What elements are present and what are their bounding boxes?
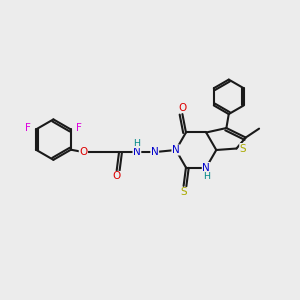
Text: O: O (178, 103, 187, 112)
Text: O: O (112, 172, 121, 182)
Text: F: F (76, 123, 82, 133)
Text: S: S (180, 188, 187, 197)
Text: N: N (172, 145, 180, 155)
Text: N: N (133, 147, 141, 157)
Text: O: O (79, 147, 88, 157)
Text: N: N (151, 147, 159, 157)
Text: S: S (240, 143, 246, 154)
Text: F: F (25, 123, 31, 133)
Text: H: H (204, 172, 211, 181)
Text: N: N (202, 163, 210, 172)
Text: H: H (134, 139, 140, 148)
